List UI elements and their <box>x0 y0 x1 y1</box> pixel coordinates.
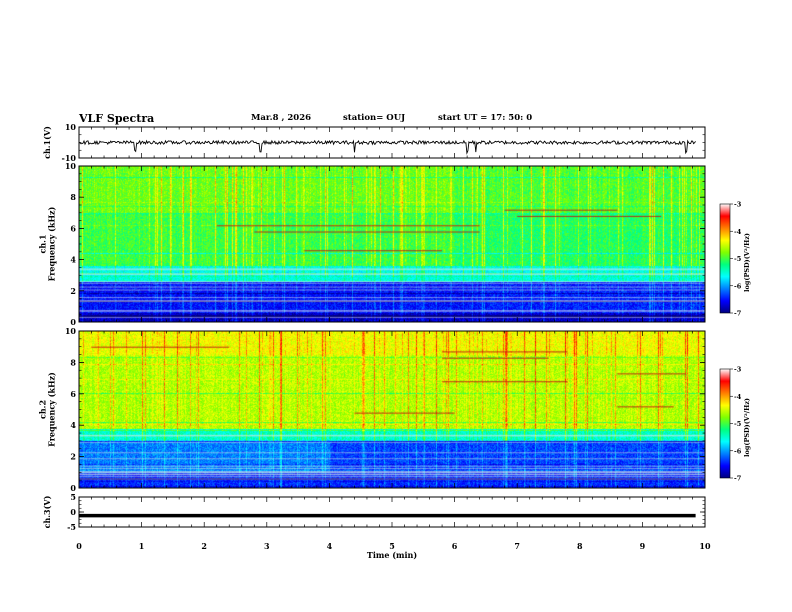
x-tick-label: 10 <box>699 541 711 551</box>
ch2-colorbar-tick-label: -3 <box>734 366 742 374</box>
ch1-colorbar-tick-label: -6 <box>734 282 742 290</box>
header-start-time: start UT = 17: 50: 0 <box>438 113 533 123</box>
ch1-colorbar-tick-label: -3 <box>734 201 742 209</box>
x-tick-label: 9 <box>640 541 646 551</box>
ch2-colorbar-tick-label: -6 <box>734 447 742 455</box>
ch2-spectrogram-ytick-label: 4 <box>70 420 76 430</box>
ch1-spectrogram-ytick-label: 0 <box>70 317 76 327</box>
ch1-waveform-ytick-label: -10 <box>62 153 77 163</box>
ch2-spectrogram-ylabel: ch.2 <box>38 400 48 419</box>
ch1-colorbar-label: log(PSD)(V²/Hz) <box>743 233 751 292</box>
header-station: station= OUJ <box>343 113 406 123</box>
ch3-ytick-label: -5 <box>67 522 76 532</box>
ch1-colorbar <box>719 203 731 314</box>
ch2-spectrogram-image <box>79 331 705 488</box>
ch1-spectrogram-ylabel: ch.1 <box>38 234 48 253</box>
ch2-spectrogram-ytick-label: 8 <box>70 357 76 367</box>
ch2-colorbar-tick-label: -5 <box>734 420 742 428</box>
x-tick-label: 0 <box>76 541 82 551</box>
ch1-spectrogram-ytick-label: 10 <box>65 161 77 171</box>
ch1-waveform-ytick-label: 10 <box>65 122 77 132</box>
x-axis-label: Time (min) <box>367 550 417 560</box>
ch2-colorbar-label: log(PSD)(V²/Hz) <box>743 398 751 457</box>
ch1-waveform-line <box>78 139 696 155</box>
ch3-ytick-label: 0 <box>70 507 76 517</box>
ch3-ytick-label: 5 <box>70 492 76 502</box>
ch1-colorbar-tick-label: -7 <box>734 310 741 318</box>
ch2-spectrogram-ylabel: Frequency (kHz) <box>47 372 57 447</box>
x-tick-label: 2 <box>201 541 207 551</box>
ch2-colorbar-tick-label: -7 <box>734 475 741 483</box>
ch1-colorbar-tick-label: -5 <box>734 255 742 263</box>
ch1-spectrogram-ytick-label: 6 <box>70 223 76 233</box>
x-tick-label: 3 <box>264 541 270 551</box>
x-tick-label: 1 <box>139 541 145 551</box>
x-tick-label: 7 <box>514 541 520 551</box>
ch2-spectrogram-ytick-label: 2 <box>70 452 76 462</box>
x-tick-label: 8 <box>577 541 583 551</box>
ch1-spectrogram-ytick-label: 2 <box>70 286 76 296</box>
ch1-colorbar-tick-label: -4 <box>734 228 742 236</box>
ch2-colorbar-tick-label: -4 <box>734 393 742 401</box>
ch2-spectrogram-ytick-label: 6 <box>70 389 76 399</box>
ch1-spectrogram-image <box>79 166 705 322</box>
x-tick-label: 4 <box>327 541 333 551</box>
ch1-spectrogram-ytick-label: 8 <box>70 192 76 202</box>
x-tick-label: 5 <box>389 541 395 551</box>
x-tick-label: 6 <box>452 541 458 551</box>
ch1-spectrogram-ylabel: Frequency (kHz) <box>47 206 57 281</box>
ch3-ylabel: ch.3(V) <box>42 495 52 528</box>
ch2-spectrogram-ytick-label: 0 <box>70 483 76 493</box>
ch1-waveform-ylabel: ch.1(V) <box>42 126 52 159</box>
ch2-spectrogram-ytick-label: 10 <box>65 326 77 336</box>
ch1-spectrogram-ytick-label: 4 <box>70 255 76 265</box>
figure-title: VLF Spectra <box>79 112 155 125</box>
ch2-colorbar <box>719 368 731 479</box>
header-date: Mar.8 , 2026 <box>251 113 312 123</box>
